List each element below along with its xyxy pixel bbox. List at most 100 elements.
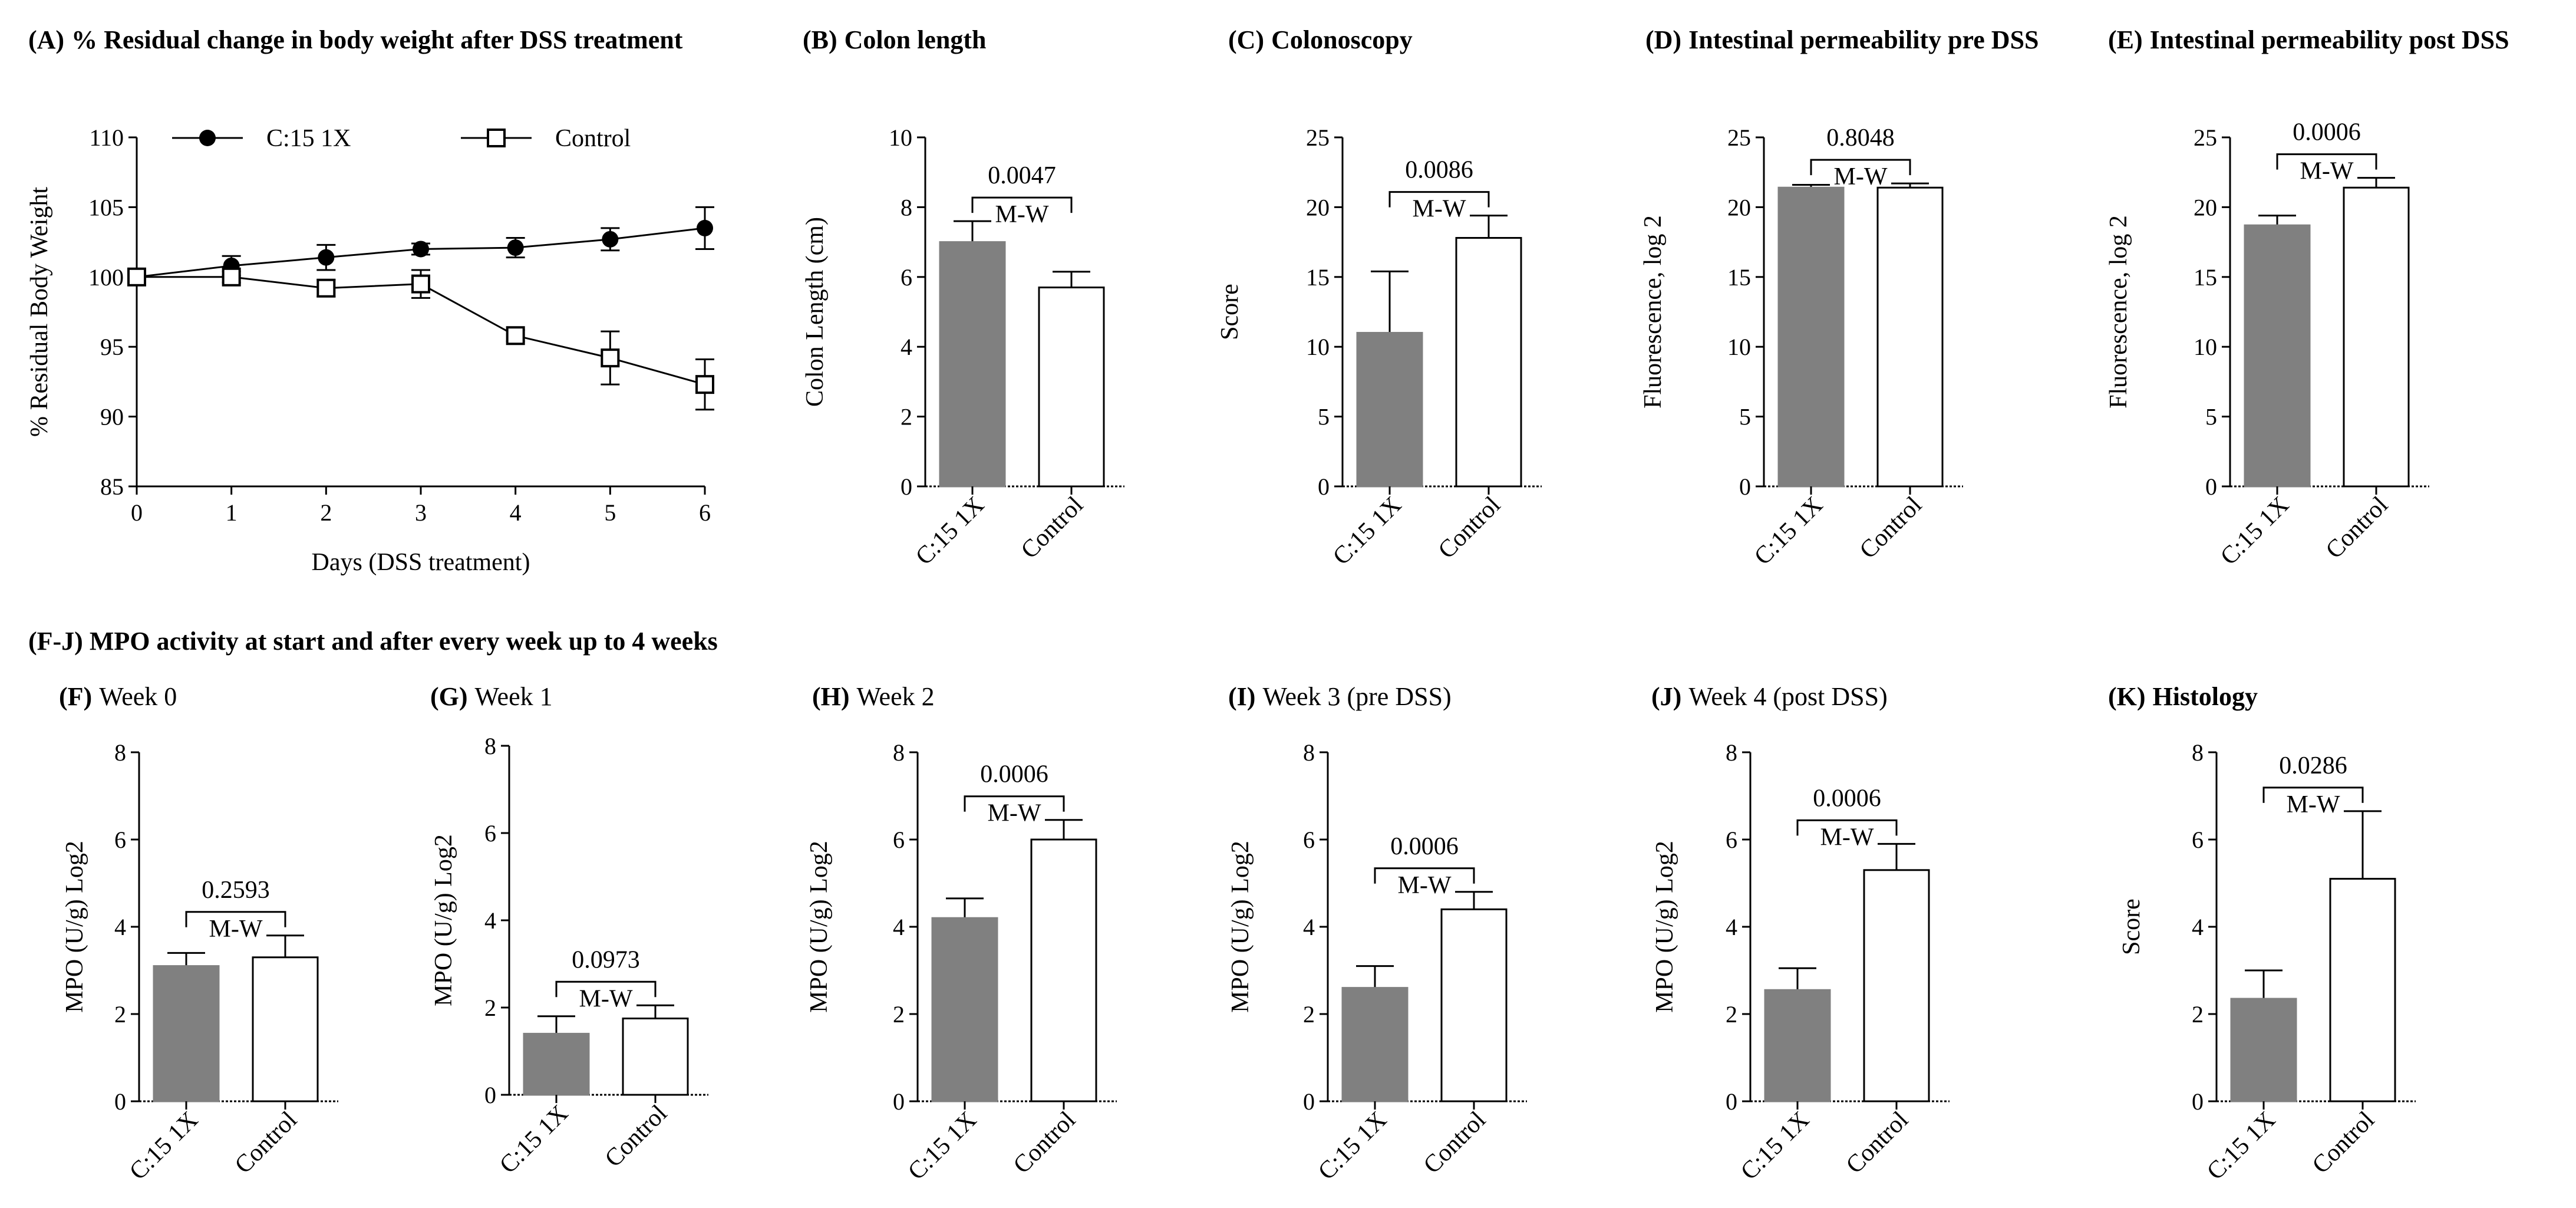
significance-bracket [2262, 786, 2364, 803]
panel-title: (E) Intestinal permeability post DSS [2108, 25, 2509, 54]
panel-h: (H) Week 2 0 2 4 6 8 MPO (U/g) Log2 C:15 1X Contr… [806, 682, 1117, 1186]
p-value-label: 0.0006 [2293, 119, 2361, 146]
y-tick-label: 0 [114, 1088, 126, 1115]
y-tick-label: 110 [89, 124, 124, 151]
x-tick-label: C:15 1X [124, 1107, 203, 1186]
panel-f: (F) Week 0 0 2 4 6 8 MPO (U/g) Log2 C:15 1X Contr… [59, 682, 338, 1186]
bar-control [1876, 186, 1944, 488]
panel-title-text: Intestinal permeability post DSS [2150, 25, 2509, 54]
y-tick-label: 105 [88, 194, 124, 220]
y-tick-label: 25 [1306, 124, 1330, 151]
panel-title-text: Week 1 [475, 682, 553, 711]
data-point [222, 267, 241, 287]
bar-control [2329, 878, 2396, 1102]
y-tick-label: 5 [1739, 404, 1751, 430]
x-tick-label: Control [600, 1100, 672, 1173]
y-tick-label: 4 [2192, 914, 2204, 940]
data-point [507, 239, 524, 256]
p-value-label: 0.8048 [1826, 124, 1895, 152]
legend: C:15 1X Control [172, 125, 631, 152]
bar-control [1440, 908, 1508, 1102]
y-tick-label: 6 [901, 264, 912, 291]
panel-title: (F) Week 0 [59, 682, 177, 711]
x-tick-label: C:15 1X [494, 1100, 573, 1179]
x-tick-label: 0 [131, 499, 143, 526]
bar-treated [523, 1032, 590, 1096]
y-tick-label: 2 [901, 404, 912, 430]
y-tick-label: 8 [1726, 739, 1737, 766]
x-tick-label: 6 [699, 499, 711, 526]
y-tick-label: 2 [2192, 1001, 2204, 1028]
y-tick-label: 0 [893, 1088, 905, 1115]
significance-bracket [964, 795, 1065, 812]
x-tick-label: C:15 1X [1328, 492, 1407, 571]
significance-bracket [185, 911, 286, 927]
panel-title: (D) Intestinal permeability pre DSS [1645, 25, 2039, 54]
y-tick-label: 10 [1306, 334, 1330, 360]
y-tick-label: 25 [2194, 124, 2217, 151]
x-axis-label: Days (DSS treatment) [312, 549, 530, 576]
y-axis-label: Fluorescence, log 2 [1640, 215, 1667, 409]
panel-tag: (E) [2108, 25, 2143, 54]
x-tick-label: Control [2321, 492, 2393, 564]
y-tick-label: 4 [893, 914, 905, 940]
bar-treated [939, 241, 1006, 488]
panel-tag: (C) [1228, 25, 1264, 54]
y-axis-label: MPO (U/g) Log2 [806, 841, 833, 1013]
significance-bracket [1796, 819, 1898, 836]
y-tick-label: 0 [2205, 473, 2217, 500]
panel-i: (I) Week 3 (pre DSS) 0 2 4 6 8 MPO (U/g) Log2 C:… [1227, 682, 1527, 1186]
y-tick-label: 8 [2192, 739, 2204, 766]
panel-title-text: Colon length [845, 25, 987, 54]
bar-control [2343, 186, 2410, 488]
p-value-label: 0.0973 [572, 946, 640, 973]
x-tick-label: C:15 1X [1749, 492, 1828, 571]
panel-title: (C) Colonoscopy [1228, 25, 1413, 54]
y-tick-label: 100 [88, 264, 124, 291]
y-tick-label: 95 [100, 334, 124, 360]
p-value-label: 0.0006 [1390, 833, 1459, 860]
y-tick-label: 90 [100, 404, 124, 430]
bar-control [1038, 287, 1105, 488]
panel-title-text: Intestinal permeability pre DSS [1688, 25, 2039, 54]
y-tick-label: 4 [114, 914, 126, 940]
data-point [506, 326, 525, 345]
y-tick-label: 10 [889, 124, 912, 151]
y-axis-label: Colon Length (cm) [802, 217, 829, 407]
panel-e: (E) Intestinal permeability post DSS 0 5 10 1… [2105, 25, 2509, 571]
y-tick-label: 2 [114, 1001, 126, 1028]
y-tick-label: 25 [1727, 124, 1751, 151]
data-point [318, 249, 335, 266]
y-axis-label: MPO (U/g) Log2 [430, 834, 457, 1006]
panel-tag: (G) [430, 682, 468, 711]
x-tick-label: C:15 1X [2202, 1107, 2281, 1186]
y-tick-label: 10 [1727, 334, 1751, 360]
x-tick-label: Control [2307, 1107, 2380, 1179]
x-tick-label: 4 [510, 499, 522, 526]
data-point [316, 278, 336, 298]
data-point [601, 348, 620, 368]
p-value-label: 0.0086 [1405, 157, 1473, 184]
y-tick-label: 6 [1726, 827, 1737, 853]
y-tick-label: 6 [893, 827, 905, 853]
x-tick-label: 2 [320, 499, 332, 526]
x-tick-label: Control [1433, 492, 1506, 564]
y-tick-label: 2 [893, 1001, 905, 1028]
y-tick-label: 10 [2194, 334, 2217, 360]
y-axis-label: MPO (U/g) Log2 [61, 841, 88, 1013]
y-axis-label: MPO (U/g) Log2 [1227, 841, 1254, 1013]
bar-treated [931, 917, 998, 1102]
y-tick-label: 15 [1727, 264, 1751, 291]
bar-treated [1341, 987, 1409, 1102]
y-tick-label: 15 [2194, 264, 2217, 291]
x-tick-label: Control [1419, 1107, 1491, 1179]
x-tick-label: Control [1016, 492, 1089, 564]
test-label: M-W [579, 985, 633, 1012]
data-point [697, 219, 713, 236]
panel-title-text: Week 3 (pre DSS) [1262, 682, 1451, 711]
legend-label: C:15 1X [266, 125, 351, 152]
panel-title-text: Colonoscopy [1271, 25, 1413, 54]
series-control [127, 267, 714, 411]
panel-title: (J) Week 4 (post DSS) [1651, 682, 1888, 711]
y-axis-label: % Residual Body Weight [26, 187, 53, 437]
